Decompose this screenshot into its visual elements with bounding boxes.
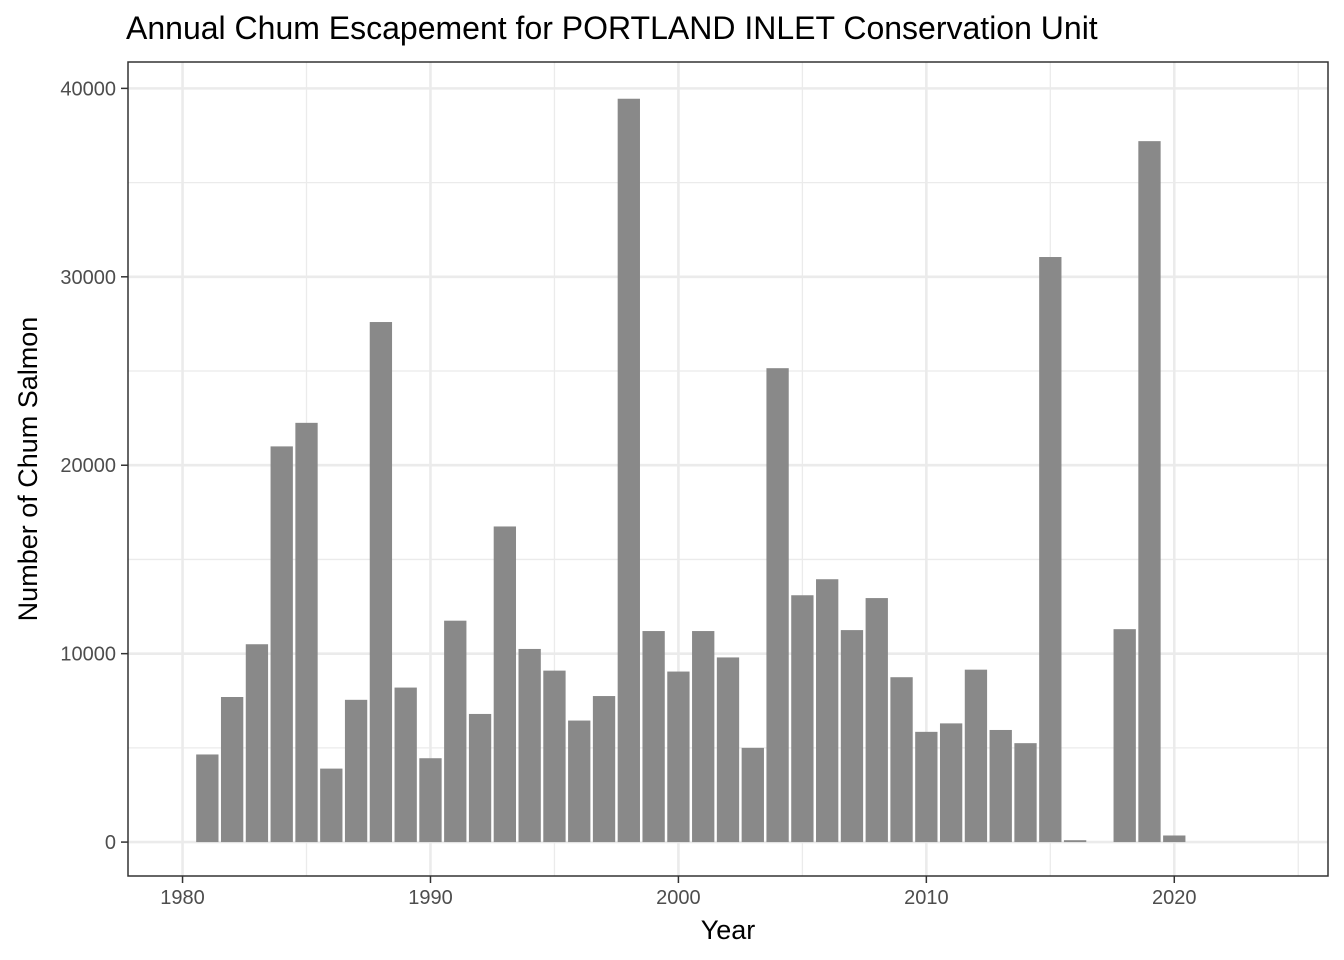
bar-1992 [468, 713, 492, 843]
bar-1989 [394, 687, 417, 843]
bar-2020 [1163, 835, 1186, 843]
bar-1994 [518, 648, 541, 843]
x-tick-label: 1990 [408, 887, 453, 909]
chart-title: Annual Chum Escapement for PORTLAND INLE… [126, 10, 1098, 46]
x-tick-label: 1980 [160, 887, 205, 909]
bar-1988 [369, 322, 393, 843]
y-tick-label: 40000 [60, 78, 116, 100]
y-tick-label: 30000 [60, 267, 116, 289]
bar-2014 [1014, 743, 1037, 843]
bar-1983 [245, 644, 269, 843]
bar-1996 [568, 720, 591, 843]
bar-1998 [617, 98, 640, 843]
bar-1997 [592, 696, 616, 843]
bar-2009 [890, 677, 913, 843]
bar-2019 [1138, 141, 1161, 843]
bar-1985 [295, 422, 318, 843]
y-tick-label: 0 [105, 832, 116, 854]
bar-2013 [989, 729, 1012, 843]
bar-2002 [716, 657, 740, 843]
bar-2011 [939, 723, 963, 843]
bar-1982 [220, 697, 244, 843]
y-tick-label: 10000 [60, 644, 116, 666]
bar-1995 [543, 670, 566, 843]
bar-2016 [1063, 840, 1087, 843]
bar-1987 [344, 699, 368, 843]
y-axis-title: Number of Chum Salmon [13, 317, 43, 622]
panel-border [127, 61, 1329, 877]
bar-2010 [915, 731, 938, 843]
bar-1991 [444, 620, 467, 843]
bar-1993 [493, 526, 517, 843]
bar-2018 [1113, 629, 1136, 843]
bar-2004 [766, 368, 789, 843]
bar-2007 [840, 630, 864, 843]
x-tick-label: 2000 [656, 887, 701, 909]
x-axis-title: Year [701, 915, 756, 945]
bar-1986 [320, 768, 343, 843]
bar-1990 [419, 758, 442, 843]
bar-2001 [692, 631, 715, 843]
bar-2008 [865, 598, 888, 843]
bar-1984 [270, 446, 293, 843]
bars [196, 98, 1186, 843]
bar-2005 [791, 595, 814, 843]
bar-2006 [816, 579, 839, 843]
bar-2015 [1039, 257, 1062, 843]
y-tick-label: 20000 [60, 455, 116, 477]
x-tick-label: 2010 [904, 887, 949, 909]
x-tick-label: 2020 [1152, 887, 1197, 909]
bar-1981 [196, 754, 219, 843]
bar-2003 [741, 747, 764, 843]
axes: 1980 1990 2000 2010 2020 0 10000 20000 30000 4000… [60, 78, 1196, 909]
bar-1999 [642, 631, 665, 843]
bar-2012 [964, 669, 988, 843]
bar-2000 [667, 671, 690, 843]
